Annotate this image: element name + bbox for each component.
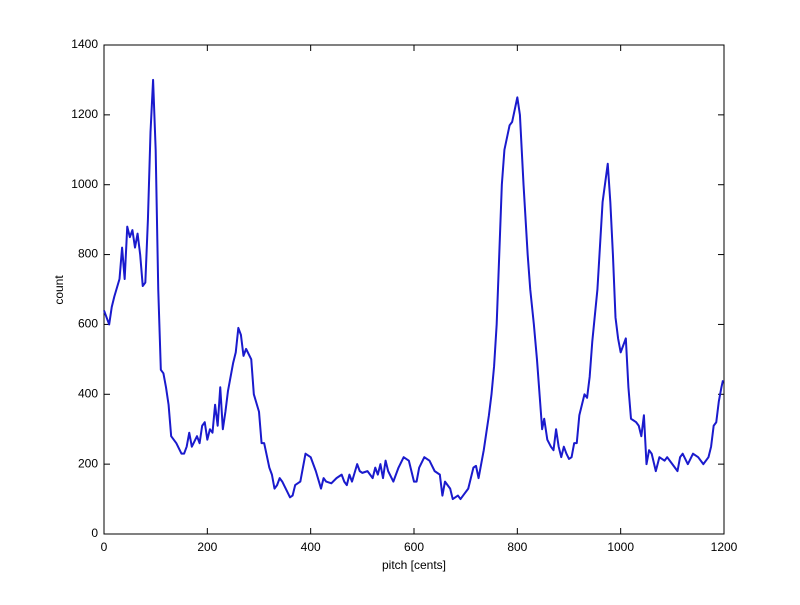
x-tick-label: 800 <box>507 540 527 554</box>
x-tick-label: 600 <box>404 540 424 554</box>
x-tick-label: 1200 <box>711 540 738 554</box>
y-tick-label: 600 <box>78 317 98 331</box>
y-tick-label: 200 <box>78 456 98 470</box>
y-tick-label: 1400 <box>71 37 98 51</box>
x-tick-label: 400 <box>301 540 321 554</box>
y-tick-label: 400 <box>78 386 98 400</box>
y-tick-label: 1000 <box>71 177 98 191</box>
x-tick-label: 0 <box>101 540 108 554</box>
y-tick-label: 800 <box>78 247 98 261</box>
y-tick-label: 1200 <box>71 107 98 121</box>
data-line <box>103 78 724 501</box>
y-tick-label: 0 <box>91 526 98 540</box>
x-tick-label: 1000 <box>607 540 634 554</box>
y-axis-label: count <box>52 275 66 305</box>
x-tick-label: 200 <box>197 540 217 554</box>
x-axis-label: pitch [cents] <box>382 558 446 572</box>
